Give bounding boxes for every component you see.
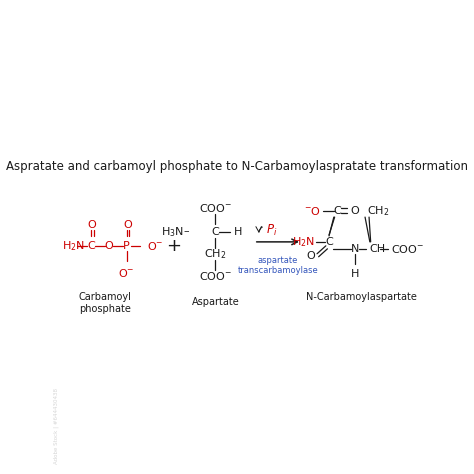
Text: P$_i$: P$_i$ xyxy=(266,222,277,237)
Text: +: + xyxy=(166,237,181,255)
Text: O: O xyxy=(123,220,132,230)
Text: Aspratate and carbamoyl phosphate to N-Carbamoylaspratate transformation: Aspratate and carbamoyl phosphate to N-C… xyxy=(6,160,468,173)
Text: O$^{-}$: O$^{-}$ xyxy=(118,267,135,279)
Text: COO$^{-}$: COO$^{-}$ xyxy=(199,202,232,214)
Text: C: C xyxy=(211,227,219,237)
Text: COO$^{-}$: COO$^{-}$ xyxy=(199,270,232,282)
Text: H: H xyxy=(234,227,242,237)
Text: N: N xyxy=(351,244,360,254)
Text: CH: CH xyxy=(370,244,386,254)
Text: C: C xyxy=(88,241,95,251)
Text: CH$_2$: CH$_2$ xyxy=(204,247,227,261)
Text: O: O xyxy=(351,206,359,216)
Text: Adobe Stock | #644430438: Adobe Stock | #644430438 xyxy=(54,388,59,464)
Text: P: P xyxy=(123,241,130,251)
Text: H: H xyxy=(351,269,360,279)
Text: H$_2$N: H$_2$N xyxy=(292,235,315,249)
Text: O$^{-}$: O$^{-}$ xyxy=(146,240,163,252)
Text: H$_3$N–: H$_3$N– xyxy=(161,225,190,239)
Text: $^{-}$O: $^{-}$O xyxy=(304,205,321,217)
Text: Carbamoyl
phosphate: Carbamoyl phosphate xyxy=(79,292,131,314)
Text: O: O xyxy=(88,220,97,230)
Text: aspartate
transcarbamoylase: aspartate transcarbamoylase xyxy=(237,256,318,275)
Text: N-Carbamoylaspartate: N-Carbamoylaspartate xyxy=(306,292,417,302)
Text: O: O xyxy=(105,241,113,251)
Text: C: C xyxy=(325,237,333,247)
Text: O: O xyxy=(307,251,315,261)
Text: CH$_2$: CH$_2$ xyxy=(367,204,390,218)
Text: Aspartate: Aspartate xyxy=(191,297,239,308)
Text: H$_2$N: H$_2$N xyxy=(62,239,85,253)
Text: C: C xyxy=(333,206,341,216)
Text: COO$^{-}$: COO$^{-}$ xyxy=(392,243,425,255)
